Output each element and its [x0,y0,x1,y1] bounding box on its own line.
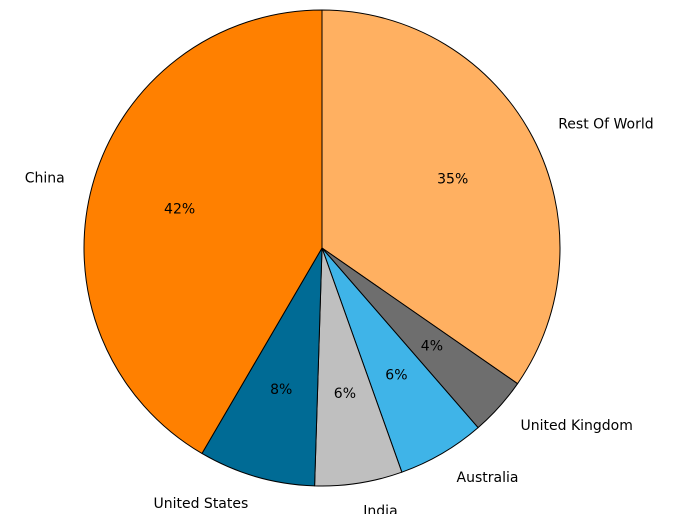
pie-slice-china [83,9,323,454]
pie-percent-label-australia: 6% [385,367,407,383]
pie-slice-rest-of-world [321,9,561,385]
pie-percent-label-united-kingdom: 4% [421,339,443,355]
pie-category-label-united-kingdom: United Kingdom [521,418,633,434]
pie-category-label-china: China [25,170,65,186]
pie-slice-united-states [201,247,323,487]
pie-category-label-united-states: United States [153,496,248,512]
pie-category-label-australia: Australia [457,470,519,486]
pie-percent-label-rest-of-world: 35% [437,172,468,188]
pie-percent-label-china: 42% [164,201,195,217]
pie-category-label-rest-of-world: Rest Of World [558,116,653,132]
pie-percent-labels: 35% 4% 6% 6% 8% 42% [164,172,468,402]
pie-slices [83,9,561,487]
pie-percent-label-united-states: 8% [270,382,292,398]
pie-percent-label-india: 6% [334,386,356,402]
pie-category-labels: Rest Of World United Kingdom Australia Indi… [25,116,654,514]
pie-category-label-india: India [363,503,397,514]
